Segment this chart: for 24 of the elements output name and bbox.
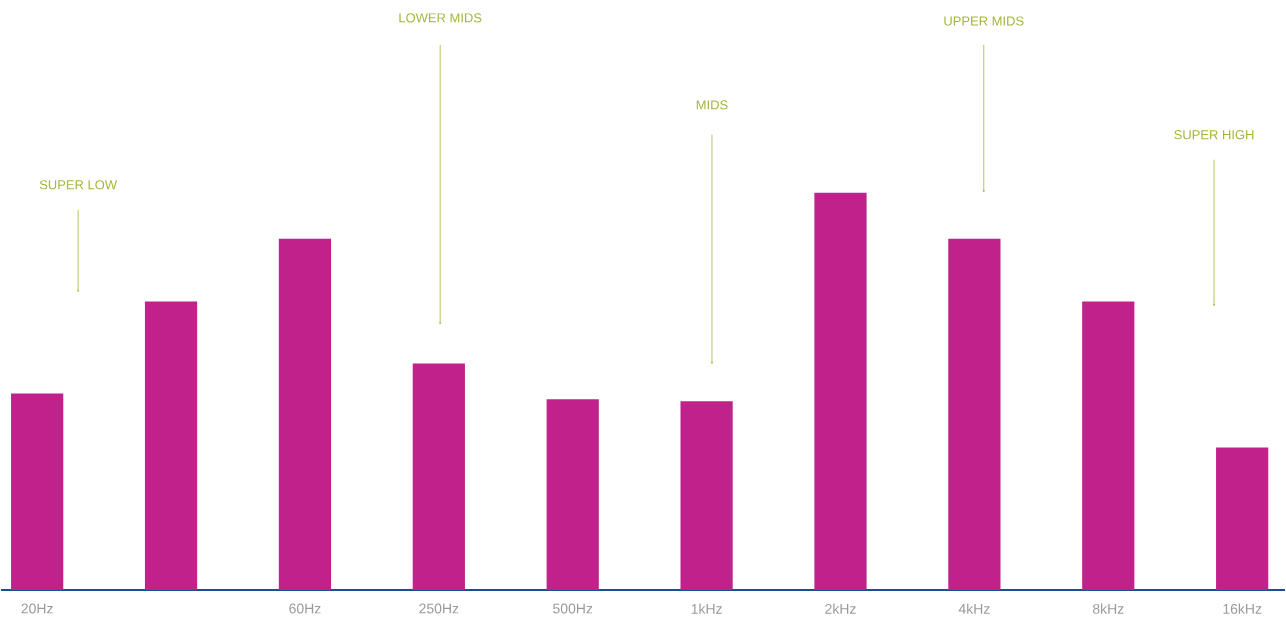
bar [1216,447,1269,591]
x-tick-label: 60Hz [289,603,321,614]
bar [144,301,198,591]
bar [680,401,733,591]
x-tick-label: 4kHz [958,603,990,614]
bar [412,363,465,591]
x-tick-label: 250Hz [419,603,459,614]
bar [546,399,599,591]
x-tick-label: 1kHz [691,603,722,614]
x-tick-label: 16kHz [1223,603,1262,614]
x-tick-label: 8kHz [1092,603,1124,614]
bar [814,192,867,591]
text: LOWER MIDS [399,13,482,23]
bar [11,393,64,591]
text: UPPER MIDS [944,16,1024,26]
text: SUPER HIGH [1174,130,1254,140]
text: MIDS [696,100,728,110]
bar [948,238,1001,591]
bar [278,238,332,591]
bar [1082,301,1135,591]
x-tick-label: 20Hz [21,603,53,614]
x-tick-label: 2kHz [825,603,856,614]
x-tick-label: 500Hz [553,603,593,614]
text: SUPER LOW [39,180,118,190]
